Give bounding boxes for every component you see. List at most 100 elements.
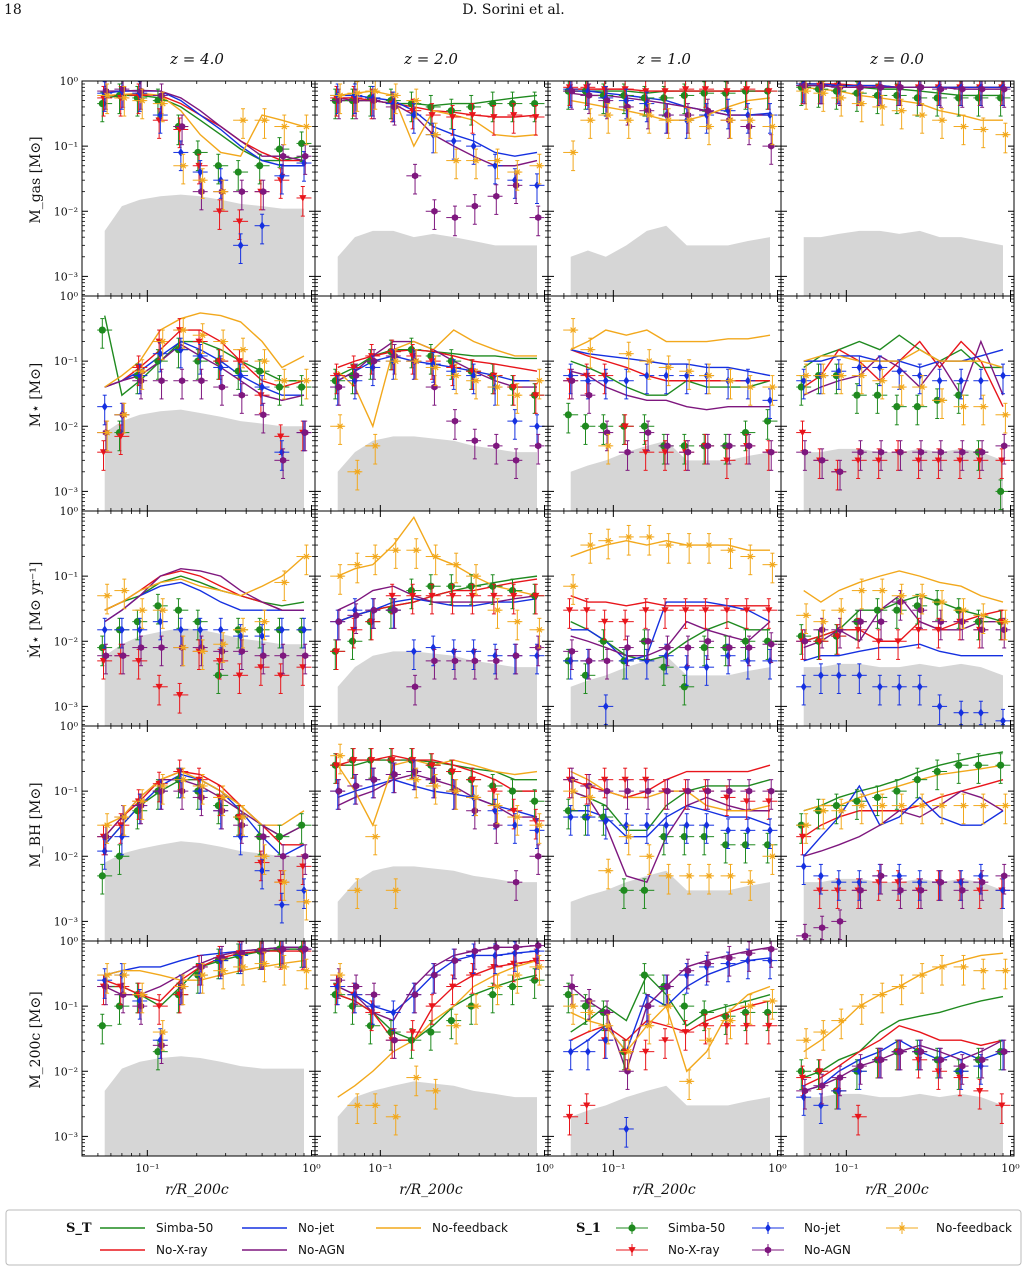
- data-point: [472, 794, 480, 801]
- data-point: [513, 814, 521, 820]
- data-point: [136, 625, 143, 635]
- data-point: [898, 592, 906, 599]
- data-point: [644, 428, 652, 437]
- data-point: [535, 852, 542, 860]
- data-point: [280, 123, 288, 130]
- points-simba: [796, 753, 1011, 844]
- data-point: [531, 976, 539, 984]
- data-point: [391, 606, 398, 614]
- data-point: [256, 162, 264, 170]
- data-point: [302, 428, 309, 437]
- shaded-band: [337, 866, 538, 941]
- data-point: [623, 376, 630, 386]
- data-point: [797, 383, 805, 391]
- ylabel-stellar-mass: M⋆ [M⊙]: [28, 363, 44, 428]
- data-point: [489, 782, 497, 790]
- data-point: [388, 757, 396, 764]
- data-point: [873, 606, 882, 614]
- panel-r5-c3: 10⁻¹ 10⁰: [547, 940, 787, 1175]
- data-point: [661, 88, 669, 95]
- data-point: [260, 652, 267, 660]
- data-point: [816, 887, 824, 894]
- data-point: [235, 358, 244, 365]
- legend-label-simba-points: Simba-50: [668, 1221, 725, 1235]
- data-point: [564, 411, 572, 419]
- data-point: [569, 1003, 577, 1010]
- data-point: [512, 416, 518, 426]
- data-point: [857, 886, 864, 894]
- data-point: [645, 533, 653, 540]
- data-point: [279, 152, 287, 160]
- data-point: [215, 657, 224, 665]
- data-point: [746, 879, 754, 886]
- data-point: [115, 1002, 124, 1010]
- data-point: [625, 350, 633, 357]
- points-nofeedback: [330, 954, 545, 1136]
- data-point: [235, 218, 244, 225]
- data-point: [858, 100, 866, 107]
- data-point: [331, 991, 339, 999]
- data-point: [120, 972, 128, 978]
- legend-label-noagn-points: No-AGN: [804, 1243, 851, 1257]
- data-point: [878, 991, 886, 998]
- column-title-z4: z = 4.0: [169, 50, 224, 68]
- points-nofeedback: [97, 83, 312, 211]
- data-point: [468, 112, 477, 119]
- data-point: [797, 1067, 805, 1075]
- data-point: [447, 1016, 455, 1025]
- data-point: [353, 561, 361, 568]
- data-point: [411, 683, 419, 691]
- line-nofeedback: [104, 556, 305, 611]
- points-simba: [330, 968, 545, 1059]
- data-point: [583, 1102, 591, 1109]
- data-point: [642, 607, 650, 614]
- line-noxray: [337, 348, 538, 372]
- legend-line-nofeedback: No-feedback: [376, 1221, 508, 1235]
- data-point: [138, 368, 146, 375]
- data-point: [746, 1003, 754, 1010]
- data-point: [818, 670, 824, 680]
- data-point: [510, 592, 518, 600]
- data-point: [878, 802, 886, 809]
- data-point: [800, 376, 807, 386]
- data-point: [726, 954, 733, 962]
- data-point: [302, 553, 311, 560]
- data-point: [704, 442, 711, 450]
- points-noxray: [563, 598, 778, 641]
- data-point: [103, 92, 111, 99]
- data-point: [133, 618, 142, 626]
- y-tick-label: 10⁻²: [54, 1065, 78, 1078]
- data-point: [741, 841, 750, 849]
- data-point: [640, 971, 649, 979]
- data-point: [371, 1102, 379, 1109]
- data-point: [392, 547, 400, 554]
- data-point: [371, 442, 379, 449]
- data-point: [897, 83, 904, 91]
- data-point: [120, 411, 128, 418]
- line-simba: [570, 360, 771, 396]
- data-point: [701, 1022, 710, 1030]
- data-point: [260, 188, 267, 196]
- data-point: [897, 886, 904, 894]
- data-point: [512, 948, 518, 958]
- data-point: [703, 110, 710, 120]
- data-point: [723, 457, 731, 464]
- data-point: [645, 358, 653, 365]
- data-point: [512, 652, 520, 660]
- data-point: [260, 411, 267, 419]
- panel-r5-c4: 10⁻¹ 10⁰: [780, 940, 1020, 1175]
- data-point: [335, 787, 343, 795]
- points-nofeedback: [563, 318, 778, 465]
- line-noagn: [570, 370, 771, 411]
- data-point: [390, 1008, 397, 1017]
- y-tick-label: 10⁻¹: [54, 785, 78, 798]
- data-point: [586, 346, 594, 353]
- column-title-z1: z = 1.0: [636, 50, 691, 68]
- data-point: [818, 456, 826, 464]
- data-point: [431, 207, 438, 215]
- data-point: [510, 112, 518, 119]
- data-point: [938, 117, 946, 124]
- data-point: [98, 326, 106, 334]
- data-point: [856, 670, 863, 680]
- data-point: [428, 1003, 436, 1010]
